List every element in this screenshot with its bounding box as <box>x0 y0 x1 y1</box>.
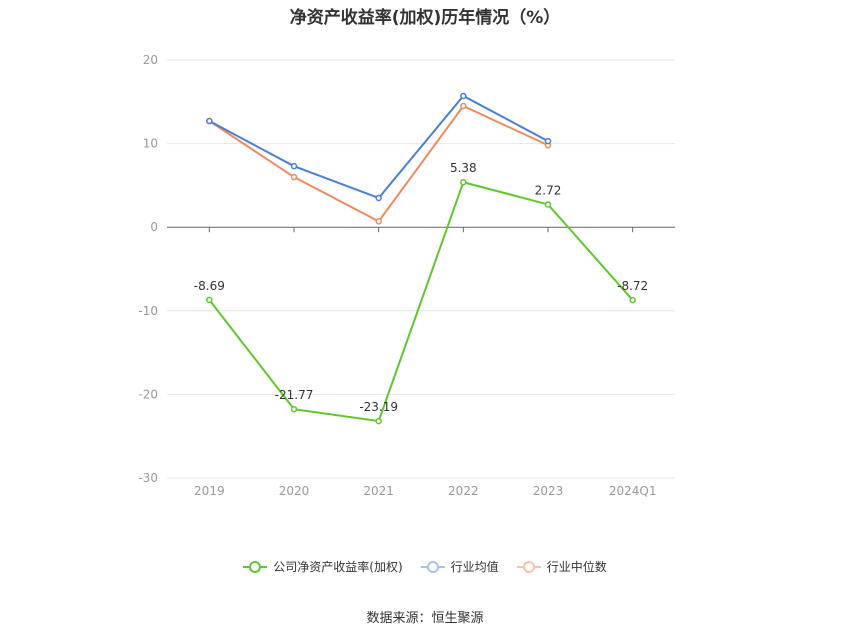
y-axis: 20 10 0 -10 -20 -30 <box>138 53 158 485</box>
series-line <box>208 104 549 223</box>
data-point <box>460 92 467 100</box>
data-source: 数据来源：恒生聚源 <box>366 611 484 626</box>
data-point <box>290 173 298 181</box>
legend-line-icon <box>420 560 445 574</box>
data-label: 5.38 <box>450 161 477 175</box>
data-label: 2.72 <box>535 183 562 197</box>
y-tick-label: -30 <box>138 471 158 485</box>
y-tick-label: -10 <box>138 304 158 318</box>
x-tick-label: 2020 <box>279 484 310 498</box>
data-point <box>290 162 298 170</box>
data-point <box>290 405 298 413</box>
line-chart: 20 10 0 -10 -20 -30 2019 2020 2021 2022 2023 2024Q… <box>138 53 675 498</box>
data-point <box>206 117 213 125</box>
data-label: -23.19 <box>359 400 398 414</box>
x-tick-label: 2024Q1 <box>609 484 657 498</box>
legend-line-icon <box>243 560 268 574</box>
legend-label: 行业中位数 <box>546 560 607 574</box>
legend-label: 公司净资产收益率(加权) <box>273 560 403 574</box>
data-point <box>544 201 552 208</box>
legend-item-industry-median[interactable]: 行业中位数 <box>516 558 607 575</box>
data-label: -8.69 <box>194 279 225 293</box>
data-point <box>629 296 636 304</box>
x-tick-label: 2019 <box>194 484 225 498</box>
data-point <box>375 417 382 425</box>
data-point <box>460 178 467 186</box>
x-tick-label: 2022 <box>448 484 479 498</box>
legend: 公司净资产收益率(加权) 行业均值 行业中位数 <box>0 558 850 575</box>
data-point <box>544 137 552 145</box>
series-line <box>208 181 634 423</box>
legend-item-company[interactable]: 公司净资产收益率(加权) <box>243 558 403 575</box>
data-point <box>206 296 213 304</box>
data-point <box>375 194 382 202</box>
data-point <box>375 218 382 225</box>
grid-lines <box>167 59 675 479</box>
y-tick-label: 0 <box>150 220 158 234</box>
legend-line-icon <box>516 560 541 574</box>
chart-title: 净资产收益率(加权)历年情况（%） <box>289 8 561 28</box>
data-label: -21.77 <box>275 388 314 402</box>
data-point <box>460 102 467 110</box>
y-tick-label: -20 <box>138 387 158 401</box>
x-tick-label: 2023 <box>533 484 564 498</box>
x-axis: 2019 2020 2021 2022 2023 2024Q1 <box>194 227 656 498</box>
series-group <box>206 92 636 425</box>
data-label: -8.72 <box>617 279 648 293</box>
legend-label: 行业均值 <box>450 560 499 574</box>
y-tick-label: 10 <box>143 137 158 151</box>
x-tick-label: 2021 <box>363 484 394 498</box>
series-line <box>208 94 549 200</box>
y-tick-label: 20 <box>143 53 158 67</box>
legend-item-industry-mean[interactable]: 行业均值 <box>420 558 499 575</box>
data-labels: -8.69 -21.77 -23.19 5.38 2.72 -8.72 <box>194 161 648 414</box>
